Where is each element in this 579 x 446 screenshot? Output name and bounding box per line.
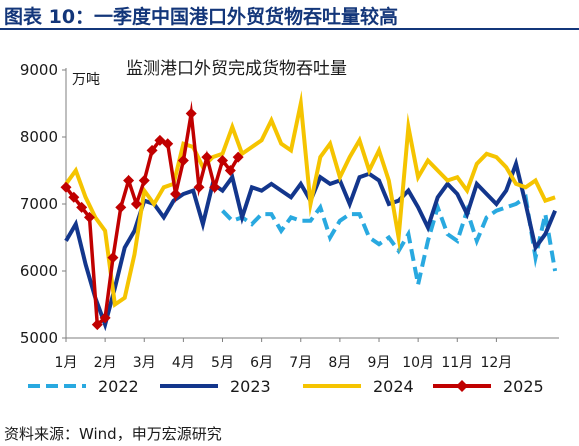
source-note: 资料来源：Wind，申万宏源研究 [4, 425, 222, 443]
data-point-2025 [68, 191, 80, 203]
y-tick-label: 5000 [20, 329, 58, 347]
x-tick-label: 10月 [402, 355, 434, 371]
data-point-2025 [154, 134, 166, 146]
x-tick-label: 8月 [328, 355, 351, 371]
data-point-2025 [209, 181, 221, 193]
data-point-2025 [130, 198, 142, 210]
y-tick-label: 8000 [20, 128, 58, 146]
x-tick-label: 7月 [289, 355, 312, 371]
x-tick-label: 5月 [211, 355, 234, 371]
x-tick-label: 9月 [368, 355, 391, 371]
x-tick-label: 2月 [94, 355, 117, 371]
data-point-2025 [107, 252, 119, 264]
series-line-2022 [221, 193, 558, 295]
data-point-2025 [224, 165, 236, 176]
data-point-2025 [138, 175, 150, 187]
y-tick-label: 9000 [20, 61, 58, 79]
x-tick-label: 4月 [172, 355, 195, 371]
series-line-2024 [64, 90, 556, 308]
data-point-2025 [232, 151, 244, 163]
figure-title: 图表 10：一季度中国港口外贸货物吞吐量较高 [4, 6, 399, 28]
x-tick-label: 6月 [250, 355, 273, 371]
legend-label-2024: 2024 [373, 377, 414, 396]
data-point-2025 [91, 319, 103, 331]
chart-title: 监测港口外贸完成货物吞吐量 [126, 59, 347, 79]
y-tick-label: 7000 [20, 195, 58, 213]
data-point-2025 [83, 211, 95, 223]
legend-label-2025: 2025 [503, 377, 544, 396]
chart-series [60, 90, 558, 332]
data-point-2025 [177, 154, 189, 166]
data-point-2025 [60, 181, 72, 193]
data-point-2025 [201, 151, 213, 163]
data-point-2025 [123, 175, 135, 187]
data-point-2025 [99, 312, 111, 324]
data-point-2025 [76, 201, 88, 213]
title-rule [0, 28, 579, 30]
data-point-2025 [162, 138, 174, 150]
data-point-2025 [193, 181, 205, 193]
data-point-2025 [146, 144, 158, 156]
legend-label-2022: 2022 [98, 377, 139, 396]
legend-label-2023: 2023 [230, 377, 271, 396]
data-point-2025 [185, 108, 197, 120]
legend-marker-2025 [456, 380, 468, 392]
y-axis-unit-label: 万吨 [72, 72, 100, 88]
x-tick-label: 1月 [55, 355, 78, 371]
x-tick-label: 3月 [133, 355, 156, 371]
data-point-2025 [115, 201, 127, 213]
chart-legend: 2022 2023 2024 2025 [28, 377, 544, 396]
data-point-2025 [217, 154, 229, 166]
x-tick-label: 11月 [441, 355, 473, 371]
chart-axes: 5000 6000 7000 8000 9000 1月 2月 3月 4月 5月 6月 7月 8月 9月 10… [20, 61, 559, 371]
y-tick-label: 6000 [20, 262, 58, 280]
data-point-2025 [170, 188, 182, 200]
x-tick-label: 12月 [480, 355, 512, 371]
